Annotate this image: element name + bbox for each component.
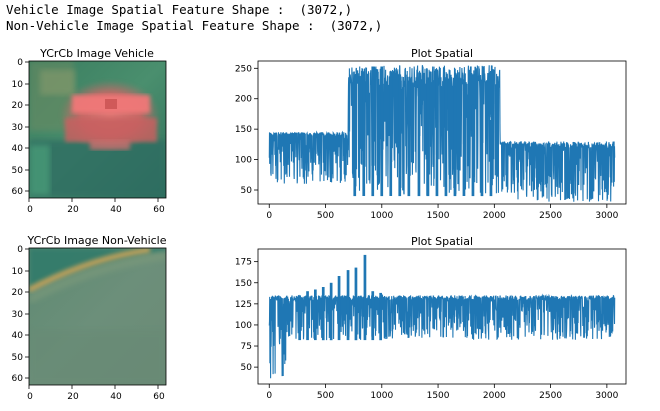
y-tick-label: 200 — [235, 95, 252, 105]
series-peak — [371, 66, 375, 197]
x-tick-label: 0 — [266, 211, 272, 221]
series-peak — [346, 270, 350, 341]
nonvehicle-image-ytick: 60 — [12, 374, 24, 384]
vehicle-image-xtick: 20 — [67, 205, 79, 215]
vehicle-shape-output: Vehicle Image Spatial Feature Shape : (3… — [6, 2, 353, 17]
vehicle-image-title: YCrCb Image Vehicle — [39, 47, 154, 60]
series-peak — [407, 80, 411, 197]
series-peak — [337, 276, 341, 341]
nonvehicle-shape-output: Non-Vehicle Image Spatial Feature Shape … — [6, 18, 383, 33]
series-peak — [453, 86, 457, 197]
series-peak — [306, 291, 309, 341]
chart-title: Plot Spatial — [411, 47, 473, 60]
series-peak — [329, 282, 333, 341]
vehicle-image-panel: YCrCb Image Vehicle 0 20 40 60 — [12, 47, 167, 215]
x-tick-label: 2500 — [539, 211, 562, 221]
plot-frame — [257, 248, 627, 385]
series-peak — [298, 295, 301, 341]
nonvehicle-spatial-chart: Plot Spatial 0 500 1000 1500 2000 2500 3000 50 75… — [235, 235, 627, 401]
series-peak — [353, 110, 357, 197]
nonvehicle-image-title: YCrCb Image Non-Vehicle — [26, 234, 166, 247]
series-line — [268, 65, 616, 202]
nonvehicle-image-panel: YCrCb Image Non-Vehicle 0 20 40 60 0 — [12, 234, 167, 402]
vehicle-image-xtick: 60 — [153, 205, 165, 215]
series-peak — [480, 110, 484, 197]
vehicle-image-xtick: 40 — [110, 205, 122, 215]
vehicle-image-xtick: 0 — [27, 205, 33, 215]
x-tick-label: 1000 — [370, 211, 393, 221]
vehicle-spatial-chart: Plot Spatial 0 500 1000 1500 2000 2500 3000 50 10… — [235, 47, 627, 221]
y-tick-label: 150 — [235, 279, 252, 289]
nonvehicle-image-ytick: 0 — [17, 245, 23, 255]
series-peak — [380, 66, 384, 197]
x-tick-label: 2000 — [483, 211, 506, 221]
nonvehicle-image-xtick: 20 — [67, 392, 79, 402]
plot-frame — [257, 60, 627, 205]
series-peak — [379, 292, 382, 341]
x-tick-label: 1500 — [427, 211, 450, 221]
series-peak — [426, 77, 430, 197]
nonvehicle-image-ytick: 10 — [12, 267, 24, 277]
y-tick-label: 100 — [235, 321, 252, 331]
series-peak — [363, 254, 367, 341]
x-tick-label: 500 — [317, 391, 334, 401]
x-tick-label: 1000 — [370, 391, 393, 401]
nonvehicle-image-xtick: 60 — [153, 392, 165, 402]
series-peak — [398, 74, 402, 197]
y-tick-label: 50 — [241, 363, 253, 373]
y-tick-label: 125 — [235, 300, 252, 310]
x-tick-label: 1500 — [427, 391, 450, 401]
series-peak — [371, 291, 375, 341]
x-tick-label: 3000 — [595, 211, 618, 221]
series-peak — [389, 71, 393, 196]
x-tick-label: 2000 — [483, 391, 506, 401]
series-peak — [417, 83, 421, 197]
vehicle-image-ytick: 30 — [12, 123, 24, 133]
y-tick-label: 75 — [241, 342, 252, 352]
y-tick-label: 175 — [235, 258, 252, 268]
y-tick-label: 250 — [235, 64, 252, 74]
nonvehicle-image-ytick: 20 — [12, 288, 24, 298]
nonvehicle-image — [29, 248, 166, 385]
nonvehicle-image-xtick: 40 — [110, 392, 122, 402]
series-peak — [444, 80, 448, 197]
series-peak — [471, 104, 475, 197]
series-peak — [354, 267, 358, 341]
series-peak — [489, 120, 493, 197]
x-tick-label: 500 — [317, 211, 334, 221]
series-line — [268, 293, 616, 379]
nonvehicle-image-xtick: 0 — [27, 392, 33, 402]
series-peak — [314, 289, 317, 341]
nonvehicle-image-ytick: 30 — [12, 310, 24, 320]
y-tick-label: 150 — [235, 125, 252, 135]
vehicle-image-ytick: 10 — [12, 80, 24, 90]
vehicle-image-ytick: 50 — [12, 166, 24, 176]
vehicle-image-ytick: 60 — [12, 187, 24, 197]
y-tick-label: 100 — [235, 156, 252, 166]
y-tick-label: 50 — [241, 186, 253, 196]
nonvehicle-image-ytick: 40 — [12, 331, 24, 341]
vehicle-image-ytick: 40 — [12, 144, 24, 154]
series-peak — [321, 287, 325, 341]
series-peak — [462, 92, 466, 196]
x-tick-label: 0 — [266, 391, 272, 401]
series-peak — [435, 69, 439, 197]
chart-title: Plot Spatial — [411, 235, 473, 248]
vehicle-image — [29, 61, 166, 198]
x-tick-label: 2500 — [539, 391, 562, 401]
x-tick-label: 3000 — [595, 391, 618, 401]
series-peak — [362, 71, 366, 196]
nonvehicle-image-ytick: 50 — [12, 353, 24, 363]
vehicle-image-ytick: 20 — [12, 101, 24, 111]
vehicle-image-ytick: 0 — [17, 58, 23, 68]
